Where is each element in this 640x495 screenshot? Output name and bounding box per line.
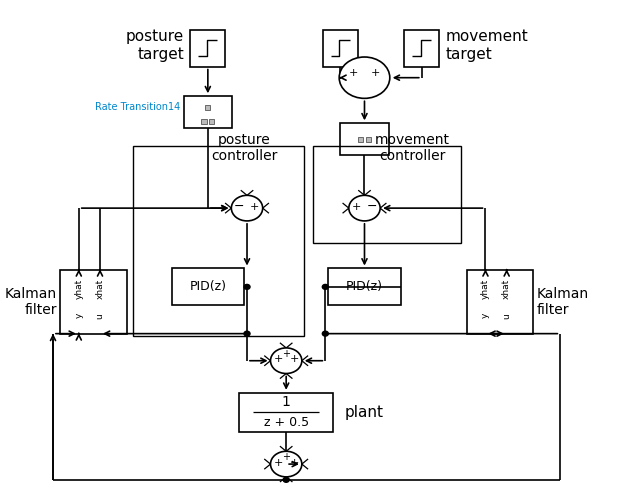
Bar <box>340 123 388 155</box>
Text: +: + <box>282 348 290 359</box>
Bar <box>314 146 461 243</box>
Bar <box>190 30 225 67</box>
Text: PID(z): PID(z) <box>189 280 227 294</box>
Text: u: u <box>502 313 511 319</box>
Bar <box>467 270 533 334</box>
Text: +: + <box>250 201 260 212</box>
Text: xhat: xhat <box>502 279 511 299</box>
Bar <box>209 119 214 124</box>
Bar <box>323 30 358 67</box>
Bar <box>328 268 401 305</box>
Circle shape <box>231 196 262 221</box>
Bar <box>184 96 232 128</box>
Text: +: + <box>371 67 380 78</box>
Text: Kalman
filter: Kalman filter <box>536 287 588 317</box>
Circle shape <box>323 331 328 336</box>
Circle shape <box>283 477 289 482</box>
Circle shape <box>244 331 250 336</box>
Text: movement
target: movement target <box>445 30 528 62</box>
Text: plant: plant <box>345 405 384 420</box>
Text: yhat: yhat <box>74 279 83 299</box>
Text: +: + <box>289 457 299 468</box>
Text: y: y <box>74 313 83 318</box>
Text: u: u <box>95 313 104 319</box>
Text: −: − <box>367 200 378 213</box>
Text: posture
target: posture target <box>126 30 184 62</box>
Text: PID(z): PID(z) <box>346 280 383 294</box>
Bar <box>205 105 211 109</box>
Text: +: + <box>274 457 283 468</box>
Circle shape <box>323 285 328 290</box>
Text: Rate Transition14: Rate Transition14 <box>95 102 180 112</box>
Bar <box>365 137 371 142</box>
Bar <box>358 137 364 142</box>
Circle shape <box>339 57 390 99</box>
Text: +: + <box>352 201 362 212</box>
Circle shape <box>271 451 302 477</box>
Circle shape <box>244 285 250 290</box>
Bar <box>172 268 244 305</box>
Text: −: − <box>234 200 244 213</box>
Text: +: + <box>274 354 283 364</box>
Text: y: y <box>481 313 490 318</box>
Text: yhat: yhat <box>481 279 490 299</box>
Text: Kalman
filter: Kalman filter <box>5 287 57 317</box>
Text: +: + <box>289 354 299 364</box>
Bar <box>60 270 127 334</box>
Circle shape <box>349 196 380 221</box>
Bar <box>239 393 333 432</box>
Text: z + 0.5: z + 0.5 <box>264 416 308 429</box>
Bar <box>201 119 207 124</box>
Text: +: + <box>282 452 290 462</box>
Text: 1: 1 <box>282 395 291 409</box>
Text: movement
controller: movement controller <box>375 133 450 163</box>
Text: +: + <box>349 67 358 78</box>
Bar <box>132 146 304 336</box>
Text: xhat: xhat <box>95 279 104 299</box>
Circle shape <box>271 348 302 374</box>
Text: posture
controller: posture controller <box>211 133 277 163</box>
Bar <box>404 30 439 67</box>
